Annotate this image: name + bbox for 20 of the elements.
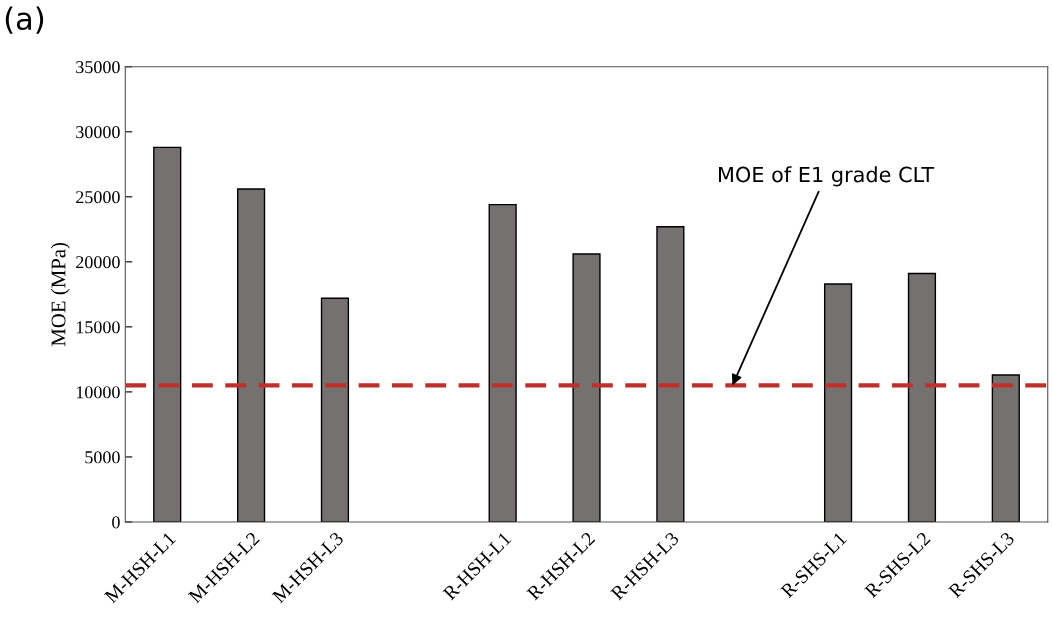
bar	[907, 272, 937, 522]
y-tick-label: 0	[112, 516, 120, 529]
y-tick-label: 30000	[76, 126, 120, 139]
text: (a)	[5, 6, 44, 34]
bar	[153, 146, 182, 522]
y-tick-label: 25000	[76, 191, 120, 204]
y-axis-title: MOE (MPa)	[50, 242, 70, 347]
y-tick-label: 20000	[76, 256, 120, 269]
bar	[572, 253, 601, 522]
y-tick-label: 10000	[76, 386, 120, 399]
y-tick-label: 15000	[76, 321, 120, 334]
bar	[236, 188, 266, 522]
bar	[320, 297, 350, 522]
bar	[656, 226, 685, 522]
y-tick-label: 5000	[85, 451, 120, 464]
bar	[488, 203, 517, 522]
y-tick-label: 35000	[76, 61, 120, 74]
ref-line-label: MOE of E1 grade CLT	[718, 166, 935, 187]
bar	[991, 374, 1020, 522]
bar	[823, 283, 853, 522]
